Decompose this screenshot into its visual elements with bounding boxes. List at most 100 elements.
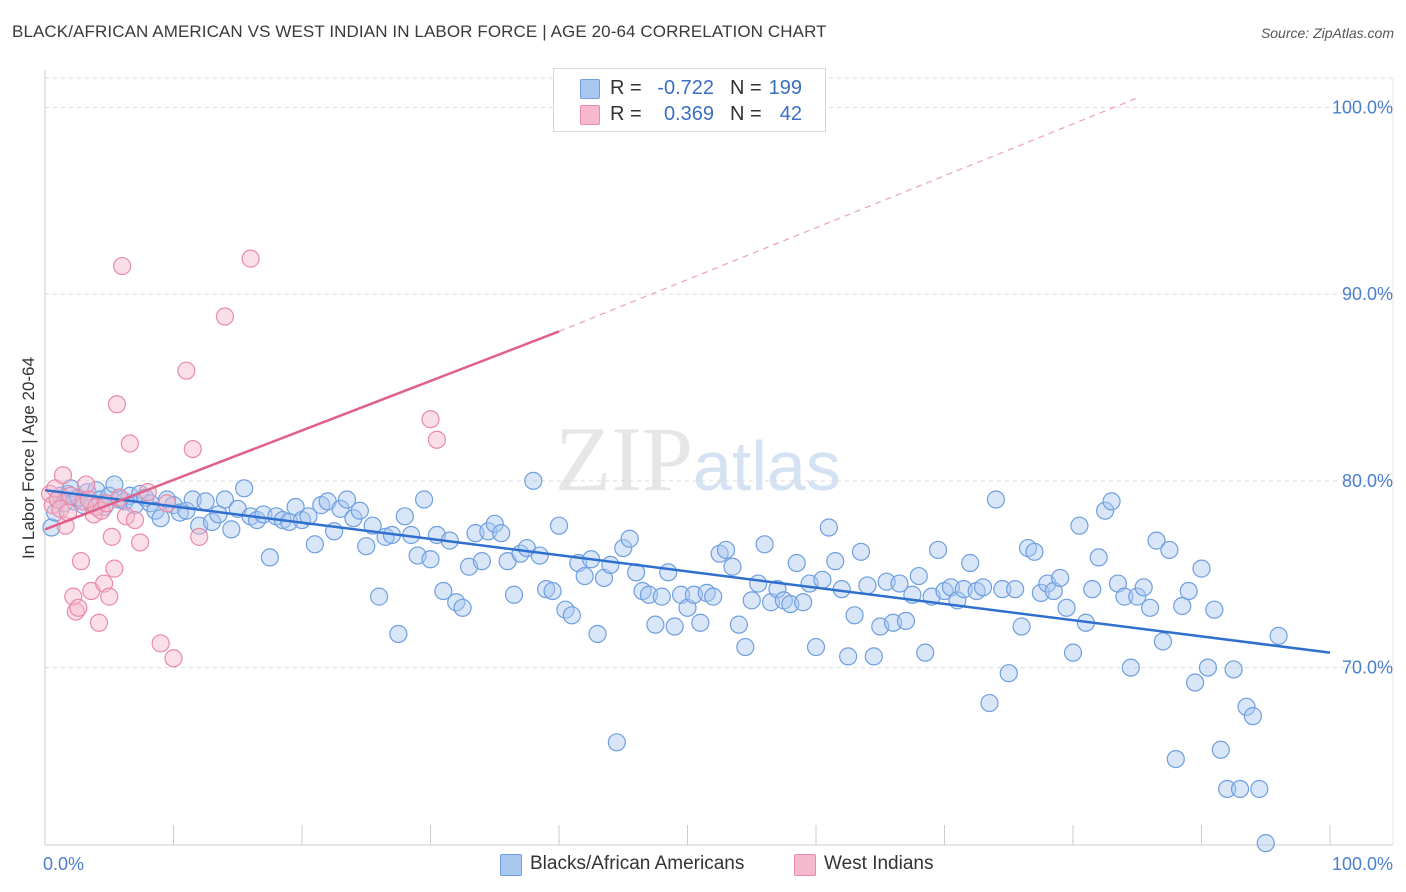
legend-label-west-indians: West Indians — [824, 853, 934, 874]
point-blacks — [434, 581, 453, 601]
point-blacks — [980, 693, 999, 713]
source-label: Source: ZipAtlas.com — [1260, 25, 1394, 41]
point-west-indians — [89, 613, 109, 632]
point-blacks — [485, 514, 504, 533]
point-blacks — [202, 512, 222, 532]
point-blacks — [1243, 707, 1263, 726]
point-blacks — [1134, 578, 1153, 597]
point-blacks — [414, 490, 434, 509]
point-blacks — [1153, 632, 1173, 651]
point-blacks — [1192, 559, 1211, 578]
point-west-indians — [151, 634, 170, 653]
point-blacks — [453, 598, 472, 617]
point-blacks — [575, 566, 594, 586]
point-blacks — [337, 490, 357, 509]
point-blacks — [543, 581, 562, 601]
point-blacks — [299, 507, 318, 526]
point-blacks — [909, 566, 928, 586]
point-west-indians — [183, 439, 202, 459]
r-label: R = — [610, 103, 642, 125]
point-blacks — [729, 615, 749, 634]
point-blacks — [806, 637, 826, 657]
point-blacks — [1237, 697, 1256, 716]
point-blacks — [986, 490, 1006, 509]
point-blacks — [305, 535, 324, 554]
point-blacks — [928, 540, 948, 560]
point-blacks — [1083, 580, 1102, 599]
point-blacks — [614, 538, 633, 558]
point-blacks — [1057, 598, 1076, 617]
point-blacks — [530, 546, 549, 565]
point-blacks — [896, 611, 916, 631]
point-blacks — [222, 520, 241, 539]
point-blacks — [736, 637, 755, 657]
point-blacks — [845, 606, 864, 625]
point-blacks — [1198, 658, 1218, 677]
point-blacks — [665, 617, 684, 636]
point-west-indians — [69, 598, 88, 617]
point-west-indians — [427, 430, 447, 449]
point-blacks — [916, 643, 935, 662]
y-tick-label: 90.0% — [1342, 284, 1393, 304]
r-value: -0.722 — [657, 77, 714, 99]
legend-label-blacks: Blacks/African Americans — [530, 853, 745, 874]
r-value: 0.369 — [663, 103, 714, 125]
point-west-indians — [116, 507, 136, 526]
point-blacks — [652, 587, 671, 606]
point-blacks — [1179, 581, 1198, 601]
point-blacks — [749, 574, 768, 593]
y-tick-label: 100.0% — [1332, 97, 1393, 117]
y-tick-label: 70.0% — [1342, 658, 1393, 678]
point-blacks — [704, 587, 723, 606]
chart-title: BLACK/AFRICAN AMERICAN VS WEST INDIAN IN… — [12, 22, 827, 41]
point-blacks — [562, 606, 581, 625]
point-west-indians — [190, 527, 209, 546]
n-value: 199 — [768, 77, 802, 99]
point-blacks — [1250, 779, 1269, 799]
stats-row-blacks: R = -0.722 N = 199 — [554, 75, 825, 101]
point-blacks — [826, 552, 845, 571]
point-blacks — [607, 733, 626, 752]
r-label: R = — [610, 77, 642, 99]
point-blacks — [196, 492, 215, 511]
point-blacks — [1269, 626, 1288, 645]
point-blacks — [235, 479, 254, 498]
point-blacks — [260, 548, 279, 567]
point-blacks — [819, 518, 838, 537]
point-blacks — [890, 574, 909, 593]
stats-box: R = -0.722 N = 199 R = 0.369 N = 42 — [553, 68, 826, 132]
point-blacks — [588, 624, 607, 644]
point-blacks — [1160, 540, 1179, 560]
point-blacks — [1211, 740, 1230, 759]
point-blacks — [864, 647, 883, 666]
y-tick-label: 80.0% — [1342, 471, 1393, 491]
point-blacks — [1218, 779, 1237, 799]
point-blacks — [993, 580, 1012, 599]
point-blacks — [1012, 617, 1031, 636]
point-blacks — [1224, 660, 1243, 679]
point-blacks — [215, 490, 234, 509]
point-west-indians — [71, 552, 91, 571]
point-blacks — [1256, 834, 1275, 853]
point-blacks — [1089, 548, 1108, 567]
point-blacks — [1147, 531, 1166, 550]
point-west-indians — [107, 395, 127, 414]
point-blacks — [1025, 542, 1044, 561]
point-blacks — [1121, 658, 1140, 677]
n-label: N = — [730, 103, 762, 125]
trend-line-blacks — [44, 488, 1331, 654]
point-west-indians — [164, 649, 183, 668]
point-west-indians — [421, 410, 440, 429]
point-blacks — [549, 516, 569, 535]
stats-row-west-indians: R = 0.369 N = 42 — [554, 101, 825, 127]
point-blacks — [742, 591, 761, 610]
point-west-indians — [64, 587, 83, 606]
point-blacks — [973, 578, 993, 597]
point-west-indians — [77, 475, 96, 494]
point-blacks — [395, 507, 414, 526]
point-blacks — [794, 593, 813, 612]
point-blacks — [691, 613, 710, 632]
point-blacks — [755, 535, 774, 554]
trend-line-west-indians-extension — [558, 97, 1138, 333]
